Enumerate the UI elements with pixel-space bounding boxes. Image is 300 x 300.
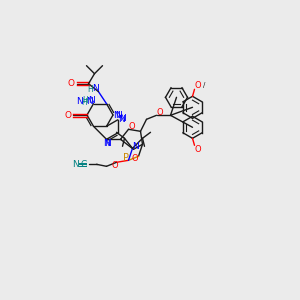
- Text: N: N: [86, 97, 93, 106]
- Text: N: N: [88, 96, 95, 105]
- Text: H: H: [88, 85, 93, 94]
- Text: O: O: [131, 154, 138, 163]
- Text: N: N: [103, 139, 110, 148]
- Text: N: N: [76, 97, 83, 106]
- Text: O: O: [68, 79, 75, 88]
- Text: O: O: [194, 81, 201, 90]
- Text: O: O: [128, 122, 135, 131]
- Text: N: N: [72, 160, 79, 169]
- Text: N: N: [104, 139, 111, 148]
- Text: C: C: [80, 160, 87, 169]
- Text: O: O: [111, 161, 118, 170]
- Text: N: N: [114, 110, 120, 119]
- Text: N: N: [92, 84, 99, 93]
- Text: N: N: [132, 142, 139, 151]
- Text: N: N: [118, 115, 125, 124]
- Text: N: N: [119, 114, 126, 123]
- Text: H: H: [82, 98, 87, 107]
- Text: O: O: [156, 108, 163, 117]
- Text: N: N: [115, 110, 122, 119]
- Text: /: /: [203, 82, 206, 88]
- Text: O: O: [194, 145, 201, 154]
- Text: H: H: [82, 96, 88, 105]
- Text: O: O: [64, 110, 71, 119]
- Text: P: P: [124, 153, 130, 163]
